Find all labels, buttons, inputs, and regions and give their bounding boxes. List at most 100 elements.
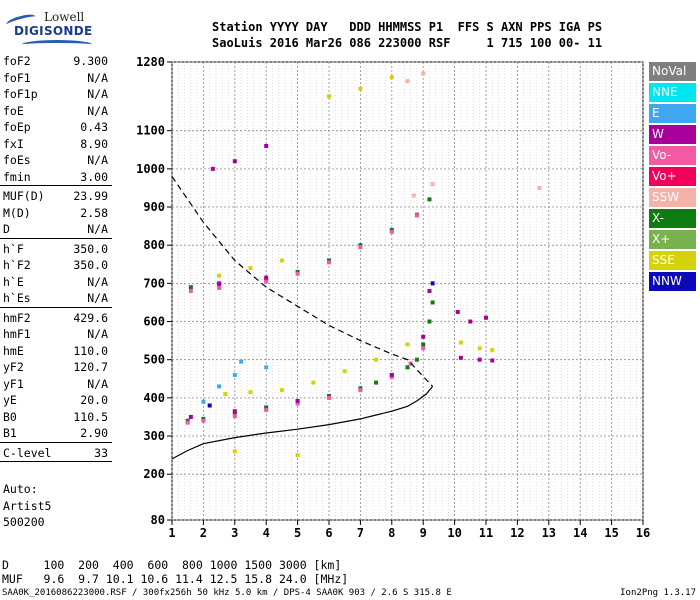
trace-point: [185, 420, 190, 425]
y-tick-label: 200: [143, 467, 165, 481]
y-tick-label: 80: [151, 513, 165, 527]
param-value: 33: [94, 445, 108, 460]
trace-point: [468, 319, 473, 324]
file-info: SAA0K_2016086223000.RSF / 300fx256h 50 k…: [2, 588, 452, 598]
param-row: foF2 9.300: [0, 52, 112, 69]
autoscale-line2: Artist5: [3, 498, 52, 513]
trace-point: [414, 213, 419, 218]
param-label: foF1: [3, 70, 31, 85]
trace-point: [427, 197, 432, 202]
param-label: yF1: [3, 376, 24, 391]
y-tick-label: 900: [143, 200, 165, 214]
trace-point: [427, 319, 432, 324]
param-row: foEs N/A: [0, 151, 112, 168]
param-label: D: [3, 222, 10, 236]
x-tick-label: 2: [200, 526, 207, 540]
header-values: SaoLuis 2016 Mar26 086 223000 RSF 1 715 …: [212, 36, 603, 50]
param-label: h`E: [3, 274, 24, 289]
y-tick-label: 400: [143, 391, 165, 405]
param-value: 8.90: [80, 136, 108, 151]
y-tick-label: 700: [143, 276, 165, 290]
param-value: 3.00: [80, 169, 108, 184]
legend-item: X+: [649, 230, 696, 249]
trace-point: [311, 380, 316, 385]
ionogram-chart: 1 2 3 4 5 6 7 8 9 10 11 12 13 14 15 1680200300400500600…: [136, 55, 650, 540]
scaled-parameters-panel: foF2 9.300 foF1 N/A foF1p N/A foE N/A foEp 0.43 fx…: [0, 52, 112, 463]
param-row: fmin 3.00: [0, 168, 112, 185]
trace-point: [455, 309, 460, 314]
trace-point: [232, 409, 237, 414]
param-row: h`Es N/A: [0, 289, 112, 306]
trace-point: [458, 340, 463, 345]
param-row: hmE 110.0: [0, 342, 112, 359]
x-tick-label: 12: [510, 526, 524, 540]
param-row: M(D) 2.58: [0, 204, 112, 221]
footer-distance-row: D 100 200 400 600 800 1000 1500 3000 [km…: [2, 558, 342, 572]
legend-item: SSW: [649, 188, 696, 207]
param-label: fxI: [3, 136, 24, 151]
legend-item: E: [649, 104, 696, 123]
logo-swoosh-bottom: [22, 40, 92, 49]
x-tick-label: 7: [357, 526, 364, 540]
trace-point: [188, 414, 193, 419]
param-row: foEp 0.43: [0, 118, 112, 135]
trace-point: [421, 346, 426, 351]
trace-point: [430, 281, 435, 286]
legend-item: Vo+: [649, 167, 696, 186]
trace-point: [232, 159, 237, 164]
param-label: h`Es: [3, 291, 31, 305]
param-label: C-level: [3, 445, 52, 460]
y-tick-label: 1280: [136, 55, 165, 69]
params-separator: [0, 461, 112, 462]
param-label: B0: [3, 409, 17, 424]
trace-point: [405, 79, 410, 84]
x-tick-label: 11: [479, 526, 493, 540]
digisonde-logo: Lowell DIGISONDE: [0, 0, 120, 50]
param-row: fxI 8.90: [0, 135, 112, 152]
params-separator: [0, 237, 112, 239]
param-value: 9.300: [73, 54, 108, 68]
autoscale-line3: 500200: [3, 515, 45, 529]
params-separator: [0, 306, 112, 308]
software-version: Ion2Png 1.3.17: [620, 588, 696, 598]
param-value: 110.5: [73, 409, 108, 424]
trace-point: [295, 398, 300, 403]
trace-point: [264, 408, 269, 413]
y-tick-label: 1100: [136, 124, 165, 138]
params-separator: [0, 441, 112, 443]
trace-point: [295, 453, 300, 458]
trace-point: [264, 405, 269, 410]
trace-point: [232, 414, 237, 419]
param-label: yE: [3, 393, 17, 407]
param-label: foE: [3, 103, 24, 118]
trace-point: [490, 358, 495, 363]
param-label: hmE: [3, 343, 24, 358]
param-value: N/A: [87, 376, 108, 391]
x-tick-label: 4: [263, 526, 270, 540]
trace-point: [188, 285, 193, 290]
trace-point: [279, 258, 284, 263]
y-tick-label: 800: [143, 238, 165, 252]
param-value: N/A: [87, 103, 108, 118]
param-row: B1 2.90: [0, 424, 112, 441]
logo-text-lowell: Lowell: [44, 10, 85, 24]
trace-point: [411, 193, 416, 198]
param-value: N/A: [87, 70, 108, 85]
param-label: foEs: [3, 153, 31, 167]
trace-point: [217, 384, 222, 389]
x-tick-label: 15: [604, 526, 618, 540]
trace-point: [389, 75, 394, 80]
trace-point: [430, 300, 435, 305]
trace-point: [389, 229, 394, 234]
param-label: hmF2: [3, 310, 31, 325]
param-label: h`F: [3, 241, 24, 256]
param-value: N/A: [87, 222, 108, 236]
trace-point: [232, 449, 237, 454]
y-tick-label: 500: [143, 353, 165, 367]
param-label: foF1p: [3, 87, 38, 101]
legend-item: Vo-: [649, 146, 696, 165]
trace-point: [248, 390, 253, 395]
param-row: foF1 N/A: [0, 69, 112, 86]
trace-point: [295, 401, 300, 406]
param-row: C-level 33: [0, 444, 112, 461]
